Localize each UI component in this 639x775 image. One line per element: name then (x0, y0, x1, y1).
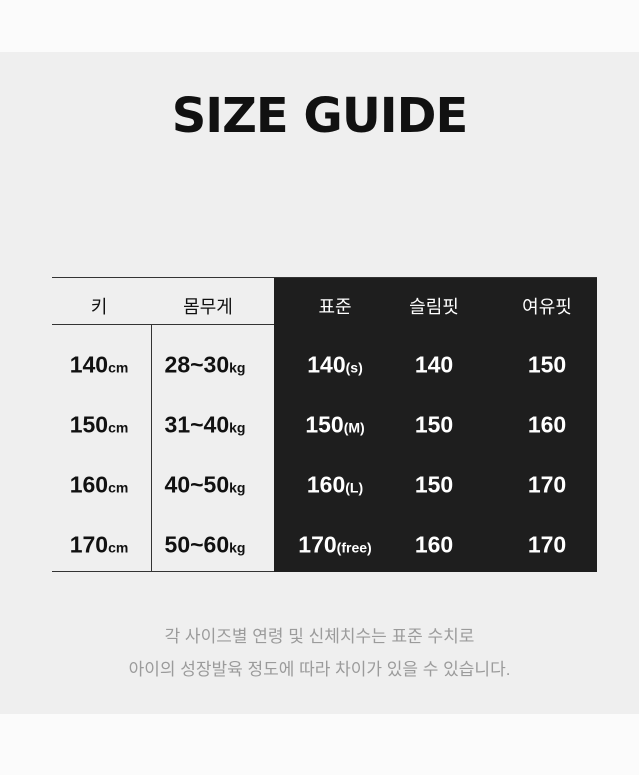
unit: cm (108, 479, 129, 496)
unit: kg (229, 359, 246, 376)
cell-weight: 31~40kg (165, 412, 246, 439)
unit: kg (229, 539, 246, 556)
cell-standard: 160(L) (307, 472, 363, 499)
cell-weight: 28~30kg (165, 352, 246, 379)
page-title: SIZE GUIDE (171, 88, 469, 144)
unit: cm (108, 359, 129, 376)
footer-note-line-2: 아이의 성장발육 정도에 따라 차이가 있을 수 있습니다. (128, 660, 511, 679)
header-loose: 여유핏 (522, 297, 572, 317)
footer-note-line-1: 각 사이즈별 연령 및 신체치수는 표준 수치로 (164, 627, 475, 646)
value: 160 (527, 411, 567, 438)
highlight-panel (274, 277, 597, 572)
value: 150 (305, 411, 344, 438)
unit: cm (108, 539, 129, 556)
value: 150 (69, 411, 109, 438)
value: 31~40 (164, 411, 230, 438)
value: 160 (306, 471, 346, 498)
value: 150 (414, 471, 454, 498)
cell-height: 170cm (70, 532, 129, 559)
unit: (free) (336, 539, 372, 556)
unit: (L) (345, 479, 364, 496)
value: 170 (527, 531, 567, 558)
cell-height: 160cm (70, 472, 129, 499)
cell-slim: 150 (415, 472, 453, 499)
value: 150 (527, 351, 567, 378)
value: 170 (69, 531, 109, 558)
cell-standard: 140(s) (307, 352, 363, 379)
divider (52, 277, 597, 278)
value: 160 (414, 531, 454, 558)
cell-loose: 150 (528, 352, 566, 379)
value: 140 (307, 351, 346, 378)
cell-standard: 150(M) (305, 412, 364, 439)
value: 170 (527, 471, 567, 498)
cell-weight: 40~50kg (165, 472, 246, 499)
header-slim: 슬림핏 (409, 297, 459, 317)
cell-height: 140cm (70, 352, 129, 379)
cell-slim: 150 (415, 412, 453, 439)
cell-standard: 170(free) (298, 532, 371, 559)
cell-slim: 160 (415, 532, 453, 559)
header-standard: 표준 (318, 297, 352, 317)
value: 140 (414, 351, 454, 378)
cell-loose: 170 (528, 532, 566, 559)
divider (52, 324, 274, 325)
unit: (M) (343, 419, 365, 436)
cell-loose: 160 (528, 412, 566, 439)
size-table: 키 몸무게 표준 슬림핏 여유핏 140cm 28~30kg 140(s) 140 15… (52, 277, 597, 572)
cell-slim: 140 (415, 352, 453, 379)
value: 28~30 (164, 351, 230, 378)
cell-loose: 170 (528, 472, 566, 499)
unit: kg (229, 479, 246, 496)
unit: cm (108, 419, 129, 436)
value: 150 (414, 411, 454, 438)
value: 40~50 (164, 471, 230, 498)
value: 140 (69, 351, 109, 378)
value: 50~60 (164, 531, 230, 558)
unit: kg (229, 419, 246, 436)
header-height: 키 (90, 297, 108, 317)
divider (52, 571, 274, 572)
header-weight: 몸무게 (183, 297, 233, 317)
cell-height: 150cm (70, 412, 129, 439)
value: 160 (69, 471, 109, 498)
cell-weight: 50~60kg (165, 532, 246, 559)
unit: (s) (345, 359, 363, 376)
value: 170 (298, 531, 337, 558)
divider (151, 324, 152, 572)
